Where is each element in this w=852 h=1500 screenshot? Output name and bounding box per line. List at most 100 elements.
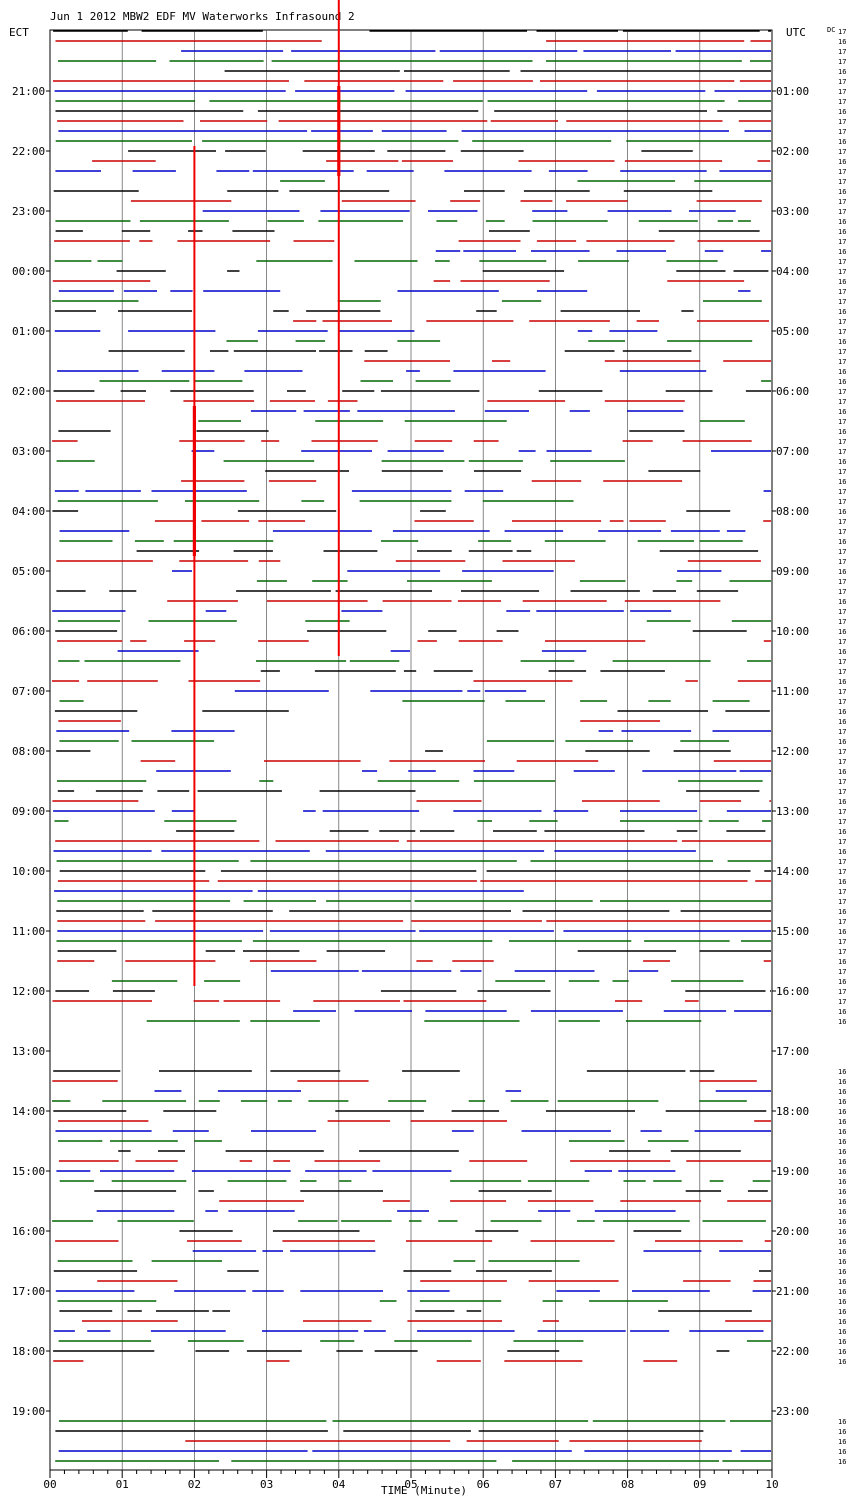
right-hour-label: 14:00 [776,865,809,878]
right-hour-label: 01:00 [776,85,809,98]
right-hour-label: 20:00 [776,1225,809,1238]
dc-value: 16 [838,628,846,636]
dc-value: 17 [838,548,846,556]
dc-value: 17 [838,898,846,906]
dc-value: 17 [838,578,846,586]
left-hour-label: 22:00 [12,145,45,158]
right-hour-label: 06:00 [776,385,809,398]
dc-value: 16 [838,848,846,856]
dc-value: 17 [838,688,846,696]
dc-label: DC [827,26,835,34]
dc-value: 17 [838,988,846,996]
dc-value: 17 [838,148,846,156]
x-tick-label: 05 [404,1478,417,1491]
right-hour-label: 16:00 [776,985,809,998]
dc-value: 17 [838,758,846,766]
dc-value: 17 [838,858,846,866]
dc-value: 16 [838,218,846,226]
x-tick-label: 09 [693,1478,706,1491]
trace-lines [52,30,771,1462]
dc-value: 17 [838,28,846,36]
dc-value: 16 [838,188,846,196]
dc-value: 17 [838,808,846,816]
dc-value: 16 [838,1208,846,1216]
left-hour-label: 14:00 [12,1105,45,1118]
dc-value: 17 [838,118,846,126]
left-hour-label: 06:00 [12,625,45,638]
dc-value: 16 [838,598,846,606]
dc-value: 16 [838,1198,846,1206]
left-hour-label: 15:00 [12,1165,45,1178]
dc-value: 16 [838,1238,846,1246]
dc-value: 17 [838,938,846,946]
dc-value: 16 [838,798,846,806]
dc-value: 16 [838,368,846,376]
dc-value: 16 [838,1088,846,1096]
dc-value: 17 [838,618,846,626]
dc-value: 16 [838,1428,846,1436]
dc-value: 17 [838,698,846,706]
dc-value: 17 [838,838,846,846]
dc-value: 17 [838,288,846,296]
dc-value: 17 [838,268,846,276]
dc-value: 16 [838,1018,846,1026]
dc-value: 16 [838,1248,846,1256]
x-tick-label: 06 [477,1478,490,1491]
right-hour-label: 15:00 [776,925,809,938]
dc-value: 17 [838,178,846,186]
dc-value: 16 [838,1228,846,1236]
dc-value: 17 [838,358,846,366]
dc-value: 17 [838,438,846,446]
dc-value: 17 [838,298,846,306]
dc-value: 16 [838,568,846,576]
dc-value: 16 [838,1118,846,1126]
dc-value: 17 [838,588,846,596]
dc-value: 16 [838,928,846,936]
dc-value: 16 [838,1098,846,1106]
dc-value: 17 [838,868,846,876]
dc-value: 16 [838,1438,846,1446]
dc-value: 16 [838,408,846,416]
dc-value: 16 [838,1068,846,1076]
dc-value: 17 [838,318,846,326]
right-hour-label: 05:00 [776,325,809,338]
dc-value: 17 [838,528,846,536]
dc-value: 16 [838,228,846,236]
left-hour-label: 18:00 [12,1345,45,1358]
left-hour-label: 21:00 [12,85,45,98]
right-hour-label: 22:00 [776,1345,809,1358]
right-hour-label: 10:00 [776,625,809,638]
left-hour-label: 00:00 [12,265,45,278]
dc-value: 16 [838,1108,846,1116]
right-hour-label: 08:00 [776,505,809,518]
right-hour-label: 12:00 [776,745,809,758]
dc-value: 16 [838,828,846,836]
dc-value: 17 [838,788,846,796]
dc-value: 16 [838,1178,846,1186]
dc-value: 17 [838,518,846,526]
dc-value: 16 [838,768,846,776]
dc-value: 16 [838,338,846,346]
dc-value: 16 [838,1258,846,1266]
dc-value: 16 [838,1148,846,1156]
x-axis-title: TIME (Minute) [381,1484,467,1497]
dc-value: 17 [838,418,846,426]
dc-value: 16 [838,958,846,966]
dc-value: 16 [838,1298,846,1306]
right-hour-label: 09:00 [776,565,809,578]
dc-value: 16 [838,138,846,146]
dc-value: 17 [838,668,846,676]
dc-value: 17 [838,948,846,956]
dc-value: 17 [838,638,846,646]
dc-value: 16 [838,458,846,466]
dc-value: 16 [838,248,846,256]
right-hour-label: 13:00 [776,805,809,818]
dc-value: 17 [838,58,846,66]
dc-value: 17 [838,888,846,896]
dc-value: 17 [838,728,846,736]
dc-value: 17 [838,78,846,86]
dc-value: 17 [838,348,846,356]
x-tick-label: 03 [260,1478,273,1491]
dc-value: 17 [838,498,846,506]
